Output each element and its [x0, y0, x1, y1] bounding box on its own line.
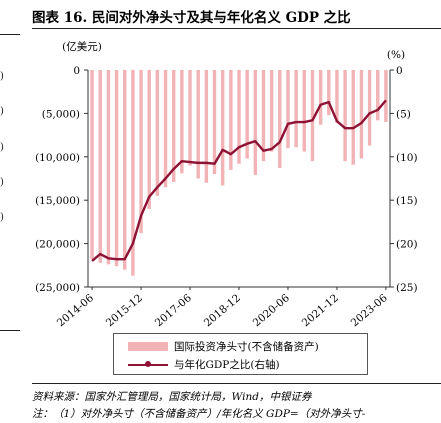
title-rule — [32, 28, 441, 29]
cropped-tick-fragment: ) — [0, 177, 4, 188]
legend-label-line: 与年化GDP之比(右轴) — [174, 359, 280, 371]
bar — [245, 70, 249, 159]
bar — [294, 70, 298, 148]
left-tick-label: (15,000) — [35, 195, 80, 207]
left-axis-unit: (亿美元) — [62, 40, 102, 53]
source-note: 资料来源：国家外汇管理局，国家统计局，Wind，中银证券 — [32, 391, 312, 403]
bar — [343, 70, 347, 162]
left-tick-label: 0 — [73, 65, 80, 77]
bar — [180, 70, 184, 174]
bar — [278, 70, 282, 169]
x-tick-label: 2015-12 — [104, 292, 145, 329]
bar — [286, 70, 290, 149]
x-tick-label: 2018-12 — [202, 292, 243, 329]
bar — [131, 70, 135, 276]
legend-item-line: 与年化GDP之比(右轴) — [128, 357, 280, 372]
bar — [302, 70, 307, 152]
bar — [253, 70, 258, 176]
bar — [310, 70, 315, 162]
legend: 国际投资净头寸(不含储备资产) 与年化GDP之比(右轴) — [113, 333, 368, 375]
bar — [212, 70, 217, 175]
bar — [90, 70, 94, 260]
legend-swatch-line — [128, 361, 168, 367]
line-layer — [91, 99, 387, 262]
figure-title: 图表 16. 民间对外净头寸及其与年化名义 GDP 之比 — [32, 10, 351, 26]
legend-item-bars: 国际投资净头寸(不含储备资产) — [128, 339, 319, 354]
bar — [98, 70, 102, 263]
legend-label-bars: 国际投资净头寸(不含储备资产) — [174, 341, 319, 353]
bar — [114, 70, 119, 267]
axes-layer — [84, 69, 394, 290]
bar — [229, 70, 233, 170]
x-tick-label: 2017-06 — [153, 292, 194, 329]
right-tick-label: (15) — [396, 195, 418, 207]
bar — [327, 70, 331, 116]
right-tick-label: (10) — [396, 152, 418, 164]
bars-layer — [90, 70, 388, 276]
x-tick-label: 2021-12 — [300, 292, 341, 329]
bar — [384, 70, 388, 123]
legend-swatch-bar — [128, 342, 168, 351]
bar — [188, 70, 192, 166]
bar — [171, 70, 176, 182]
bar — [359, 70, 364, 159]
left-tick-label: (25,000) — [35, 282, 80, 294]
bar — [269, 70, 274, 152]
x-tick-label: 2020-06 — [251, 292, 292, 329]
left-tick-label: (10,000) — [35, 152, 80, 164]
cropped-tick-fragment: ) — [0, 212, 4, 223]
bar — [155, 70, 160, 196]
x-tick-label: 2023-06 — [349, 292, 390, 329]
right-tick-label: 0 — [396, 65, 403, 77]
cropped-rule-fragment — [0, 34, 20, 35]
bar — [220, 70, 225, 186]
right-tick-label: (5) — [396, 108, 411, 120]
bar — [376, 70, 380, 121]
bar — [335, 70, 339, 123]
bar — [106, 70, 111, 265]
left-tick-label: (5,000) — [42, 108, 80, 120]
bar — [204, 70, 209, 183]
cropped-tick-fragment: ) — [0, 106, 4, 117]
bar — [123, 70, 127, 270]
bar — [163, 70, 168, 188]
bar — [196, 70, 200, 179]
cropped-tick-fragment: ) — [0, 71, 4, 82]
left-tick-label: (20,000) — [35, 239, 80, 251]
right-axis-unit: (%) — [387, 49, 405, 61]
bar — [237, 70, 241, 164]
bar — [318, 70, 323, 125]
bar — [139, 70, 143, 234]
bar — [261, 70, 266, 162]
footer-rule — [32, 383, 441, 384]
right-tick-label: (20) — [396, 239, 418, 251]
x-tick-label: 2014-06 — [55, 292, 96, 329]
right-tick-label: (25) — [396, 282, 418, 294]
cropped-rule-fragment — [0, 330, 20, 331]
footnote: 注：（1）对外净头寸（不含储备资产）/年化名义 GDP=（对外净头寸- — [32, 408, 366, 420]
cropped-tick-fragment: ) — [0, 142, 4, 153]
bar — [351, 70, 355, 165]
bar — [147, 70, 151, 209]
bar — [367, 70, 372, 146]
